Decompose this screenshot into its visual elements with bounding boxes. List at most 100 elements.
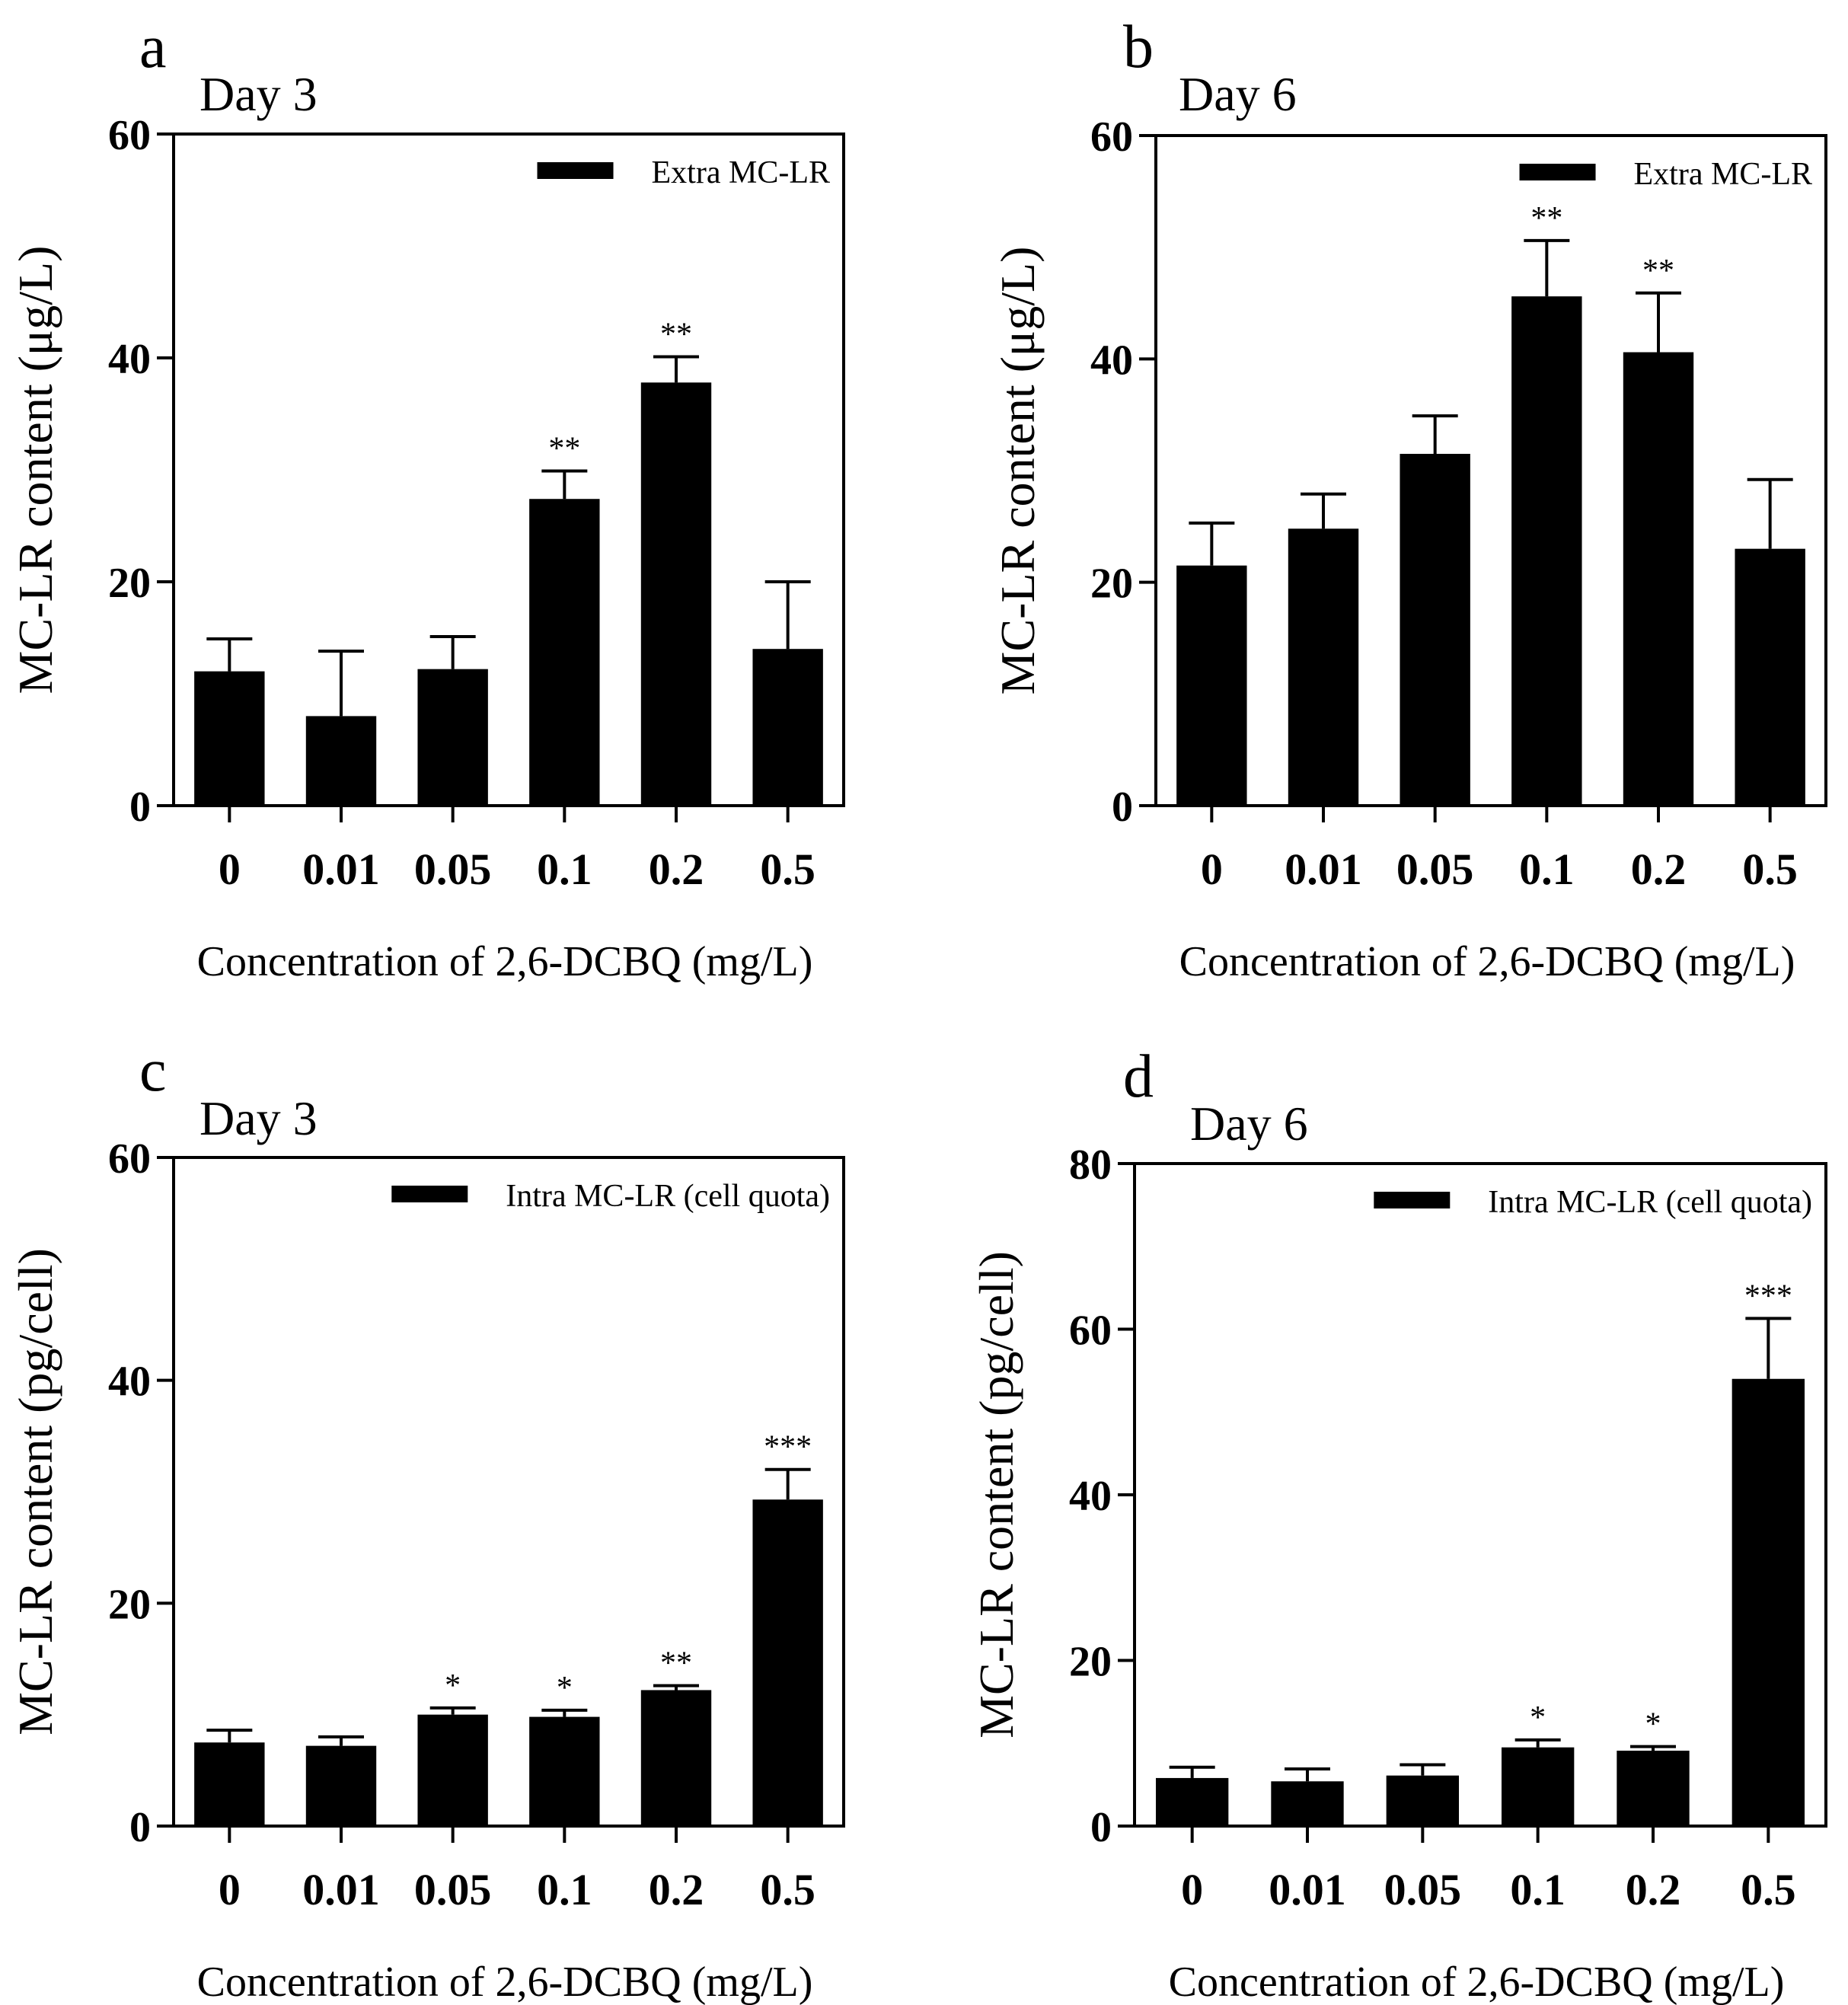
bar-0.01: [305, 716, 377, 806]
x-tick-label: 0.2: [649, 1865, 704, 1914]
x-tick-label: 0.1: [1519, 844, 1575, 894]
bar-0.1: [529, 499, 600, 806]
y-tick-label: 0: [129, 1804, 151, 1851]
x-tick-label: 0.1: [537, 844, 592, 894]
bar-0.05: [1400, 454, 1470, 806]
x-tick-label: 0.05: [414, 1865, 492, 1914]
y-tick-label: 40: [1090, 337, 1133, 384]
legend: Intra MC-LR (cell quota): [1374, 1185, 1812, 1220]
y-tick-label: 0: [129, 784, 151, 831]
significance-mark: *: [1530, 1700, 1546, 1735]
y-tick-label: 40: [1069, 1473, 1112, 1520]
bar-0.1: [529, 1716, 600, 1826]
y-tick-label: 40: [108, 336, 151, 383]
x-tick-label: 0: [219, 844, 241, 894]
panel-letter: d: [1123, 1043, 1154, 1110]
bar-0.5: [752, 649, 823, 806]
panel-letter: a: [139, 14, 167, 81]
bar-0.5: [752, 1499, 823, 1826]
legend: Intra MC-LR (cell quota): [391, 1179, 830, 1214]
y-tick-label: 20: [1069, 1639, 1112, 1686]
chart-panel-b: b Day 6 0 20 40 60 0 0.01 0.05 0.1 ** 0.2 ** 0.5 MC-LR…: [991, 14, 1827, 985]
x-tick-label: 0.01: [302, 844, 380, 894]
legend: Extra MC-LR: [537, 155, 830, 190]
panel-title: Day 3: [199, 67, 318, 121]
legend-label: Extra MC-LR: [1634, 157, 1812, 192]
significance-mark: *: [1645, 1707, 1661, 1742]
panel-title: Day 6: [1190, 1097, 1308, 1151]
plot-frame: [172, 132, 845, 807]
y-tick-label: 40: [108, 1358, 151, 1406]
panel-title: Day 3: [199, 1091, 318, 1145]
legend-label: Intra MC-LR (cell quota): [1488, 1185, 1812, 1220]
bar-0.01: [1271, 1781, 1344, 1826]
plot-frame: [1154, 134, 1827, 807]
x-tick-label: 0: [219, 1865, 241, 1914]
chart-panel-d: d Day 6 0 20 40 60 80 0 0.01 0.05 0.1 * 0.2 * 0.5 *** MC…: [969, 1043, 1827, 2005]
x-axis-label: Concentration of 2,6-DCBQ (mg/L): [1179, 938, 1795, 985]
x-axis-label: Concentration of 2,6-DCBQ (mg/L): [197, 938, 813, 985]
significance-mark: **: [548, 431, 580, 466]
y-tick-label: 60: [108, 1135, 151, 1183]
x-tick-label: 0.1: [537, 1865, 592, 1914]
x-tick-label: 0: [1201, 844, 1223, 894]
x-tick-label: 0.01: [1285, 844, 1362, 894]
x-axis-label: Concentration of 2,6-DCBQ (mg/L): [197, 1959, 813, 2005]
bar-0.01: [305, 1745, 377, 1826]
bar-0: [194, 671, 265, 806]
bar-0.5: [1732, 1378, 1805, 1826]
y-axis-label: MC-LR content (pg/cell): [969, 1251, 1023, 1738]
panel-letter: b: [1123, 14, 1154, 81]
y-tick-label: 60: [1069, 1307, 1112, 1355]
y-axis-label: MC-LR content (μg/L): [8, 246, 62, 694]
x-tick-label: 0.5: [760, 844, 815, 894]
x-tick-label: 0.05: [414, 844, 492, 894]
y-tick-label: 60: [108, 112, 151, 159]
x-tick-label: 0.01: [302, 1865, 380, 1914]
x-tick-label: 0.5: [760, 1865, 815, 1914]
x-tick-label: 0.2: [1626, 1865, 1681, 1914]
significance-mark: **: [660, 318, 692, 353]
significance-mark: **: [660, 1646, 692, 1681]
y-tick-label: 20: [1090, 560, 1133, 608]
significance-mark: **: [1530, 201, 1562, 236]
legend: Extra MC-LR: [1519, 157, 1812, 192]
bar-0.05: [1386, 1775, 1460, 1826]
legend-swatch: [537, 162, 614, 179]
x-tick-label: 0.01: [1269, 1865, 1346, 1914]
chart-panel-a: a Day 3 0 20 40 60 0 0.01 0.05 0.1 ** 0.2 ** 0.5 MC-LR…: [8, 14, 845, 985]
bar-0.1: [1511, 296, 1582, 806]
panel-letter: c: [139, 1037, 167, 1104]
legend-label: Extra MC-LR: [652, 155, 830, 190]
significance-mark: *: [557, 1671, 573, 1706]
bar-0.05: [417, 1714, 488, 1826]
x-tick-label: 0.2: [649, 844, 704, 894]
y-tick-label: 80: [1069, 1141, 1112, 1189]
x-tick-label: 0.5: [1742, 844, 1798, 894]
bar-0.2: [640, 382, 712, 806]
y-axis-label: MC-LR content (μg/L): [991, 247, 1045, 695]
legend-swatch: [1374, 1192, 1451, 1208]
legend-label: Intra MC-LR (cell quota): [506, 1179, 830, 1214]
legend-swatch: [1519, 164, 1596, 180]
bar-0: [1176, 565, 1247, 806]
bar-0.2: [1617, 1751, 1690, 1826]
bar-0.2: [1623, 352, 1694, 806]
y-tick-label: 20: [108, 560, 151, 607]
x-axis-label: Concentration of 2,6-DCBQ (mg/L): [1169, 1959, 1785, 2005]
significance-mark: **: [1642, 254, 1674, 289]
x-tick-label: 0.05: [1396, 844, 1474, 894]
bar-0.1: [1501, 1747, 1575, 1826]
bar-0.05: [417, 669, 488, 806]
y-tick-label: 0: [1090, 1804, 1112, 1851]
x-tick-label: 0.5: [1741, 1865, 1796, 1914]
y-tick-label: 0: [1112, 784, 1133, 831]
x-tick-label: 0.1: [1510, 1865, 1566, 1914]
bar-0.5: [1735, 548, 1805, 806]
chart-panel-c: c Day 3 0 20 40 60 0 0.01 0.05 * 0.1 * 0.2 ** 0.5 *** MC…: [8, 1037, 845, 2005]
panel-title: Day 6: [1179, 67, 1297, 121]
y-tick-label: 60: [1090, 113, 1133, 161]
plot-frame: [172, 1156, 845, 1828]
bar-0.01: [1288, 528, 1359, 806]
